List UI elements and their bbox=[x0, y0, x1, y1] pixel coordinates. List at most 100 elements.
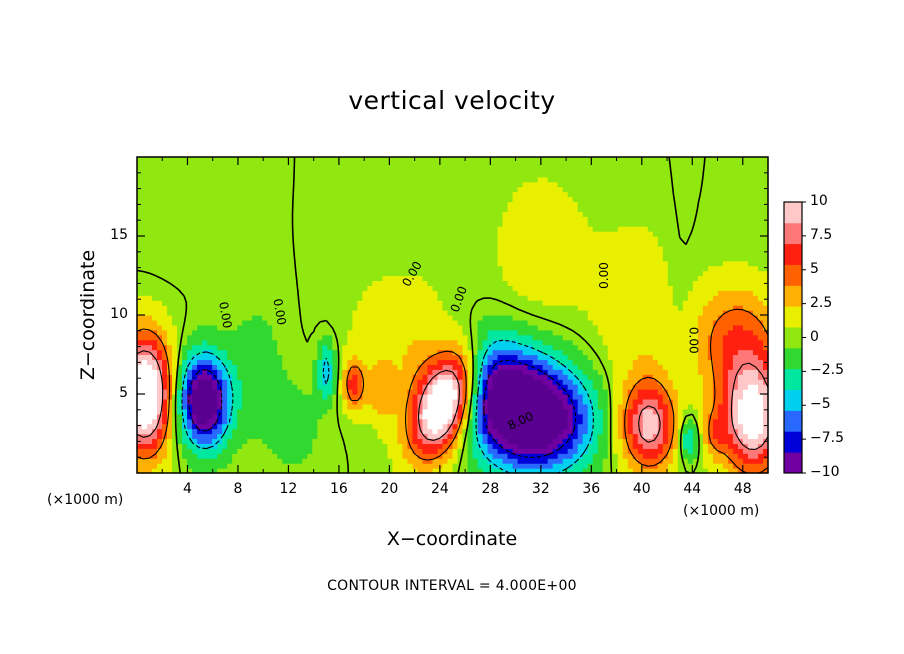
heatmap-cell bbox=[337, 176, 343, 183]
heatmap-cell bbox=[412, 191, 419, 198]
heatmap-cell bbox=[382, 428, 388, 435]
heatmap-cell bbox=[362, 275, 368, 282]
heatmap-cell bbox=[227, 384, 233, 390]
heatmap-cell bbox=[302, 191, 308, 198]
heatmap-cell bbox=[492, 389, 499, 395]
heatmap-cell bbox=[322, 250, 328, 257]
heatmap-cell bbox=[367, 265, 373, 272]
heatmap-cell bbox=[137, 389, 143, 395]
heatmap-cell bbox=[192, 423, 198, 430]
heatmap-cell bbox=[202, 255, 208, 262]
heatmap-cell bbox=[192, 468, 198, 474]
heatmap-cell bbox=[282, 448, 288, 454]
heatmap-cell bbox=[137, 408, 143, 415]
heatmap-cell bbox=[422, 226, 429, 232]
heatmap-cell bbox=[397, 231, 404, 237]
heatmap-cell bbox=[412, 280, 419, 286]
heatmap-cell bbox=[307, 315, 313, 321]
heatmap-cell bbox=[197, 171, 203, 178]
heatmap-cell bbox=[512, 329, 519, 336]
heatmap-cell bbox=[437, 240, 444, 247]
heatmap-cell bbox=[422, 423, 429, 430]
heatmap-cell bbox=[472, 369, 479, 375]
heatmap-cell bbox=[367, 186, 373, 193]
heatmap-cell bbox=[247, 305, 253, 311]
heatmap-cell bbox=[237, 236, 243, 242]
heatmap-cell bbox=[197, 438, 203, 444]
heatmap-cell bbox=[327, 196, 333, 203]
heatmap-cell bbox=[397, 315, 404, 321]
heatmap-cell bbox=[282, 438, 288, 444]
heatmap-cell bbox=[522, 270, 529, 277]
heatmap-cell bbox=[517, 324, 524, 331]
heatmap-cell bbox=[347, 245, 353, 252]
heatmap-cell bbox=[142, 285, 148, 291]
heatmap-cell bbox=[327, 418, 333, 425]
heatmap-cell bbox=[442, 260, 449, 267]
heatmap-cell bbox=[167, 290, 173, 296]
heatmap-cell bbox=[442, 468, 449, 474]
heatmap-cell bbox=[267, 339, 273, 346]
heatmap-cell bbox=[477, 369, 484, 375]
heatmap-cell bbox=[192, 319, 198, 326]
heatmap-cell bbox=[202, 329, 208, 336]
heatmap-cell bbox=[412, 161, 419, 168]
heatmap-cell bbox=[492, 394, 499, 400]
heatmap-cell bbox=[272, 186, 278, 193]
heatmap-cell bbox=[452, 315, 459, 321]
heatmap-cell bbox=[432, 305, 439, 311]
heatmap-cell bbox=[397, 398, 404, 405]
heatmap-cell bbox=[322, 398, 328, 405]
heatmap-cell bbox=[167, 423, 173, 430]
heatmap-cell bbox=[247, 270, 253, 277]
heatmap-cell bbox=[202, 201, 208, 207]
heatmap-cell bbox=[487, 423, 494, 430]
heatmap-cell bbox=[257, 418, 263, 425]
heatmap-cell bbox=[497, 300, 504, 306]
heatmap-cell bbox=[192, 443, 198, 449]
heatmap-cell bbox=[477, 339, 484, 346]
heatmap-cell bbox=[212, 310, 218, 316]
heatmap-cell bbox=[357, 389, 363, 395]
heatmap-cell bbox=[362, 379, 368, 385]
heatmap-cell bbox=[202, 181, 208, 188]
heatmap-cell bbox=[412, 305, 419, 311]
heatmap-cell bbox=[437, 374, 444, 380]
heatmap-cell bbox=[507, 231, 514, 237]
heatmap-cell bbox=[477, 240, 484, 247]
heatmap-cell bbox=[342, 364, 348, 370]
heatmap-cell bbox=[282, 231, 288, 237]
heatmap-cell bbox=[377, 394, 383, 400]
heatmap-cell bbox=[277, 280, 283, 286]
heatmap-cell bbox=[197, 201, 203, 207]
heatmap-cell bbox=[137, 245, 143, 252]
heatmap-cell bbox=[407, 201, 414, 207]
heatmap-cell bbox=[422, 403, 429, 410]
heatmap-cell bbox=[492, 463, 499, 469]
heatmap-cell bbox=[417, 379, 424, 385]
heatmap-cell bbox=[267, 324, 273, 331]
heatmap-cell bbox=[212, 443, 218, 449]
heatmap-cell bbox=[357, 369, 363, 375]
heatmap-cell bbox=[372, 216, 378, 222]
heatmap-cell bbox=[457, 280, 464, 286]
heatmap-cell bbox=[327, 458, 333, 464]
heatmap-cell bbox=[177, 157, 183, 163]
heatmap-cell bbox=[182, 240, 188, 247]
heatmap-cell bbox=[517, 250, 524, 257]
heatmap-cell bbox=[297, 250, 303, 257]
heatmap-cell bbox=[232, 389, 238, 395]
heatmap-cell bbox=[142, 265, 148, 272]
heatmap-cell bbox=[392, 196, 399, 203]
heatmap-cell bbox=[172, 319, 178, 326]
heatmap-cell bbox=[377, 221, 383, 227]
heatmap-cell bbox=[432, 295, 439, 301]
heatmap-cell bbox=[487, 344, 494, 351]
heatmap-cell bbox=[232, 300, 238, 306]
heatmap-cell bbox=[372, 181, 378, 188]
heatmap-cell bbox=[192, 245, 198, 252]
heatmap-cell bbox=[492, 226, 499, 232]
heatmap-cell bbox=[367, 236, 373, 242]
heatmap-cell bbox=[232, 176, 238, 183]
heatmap-cell bbox=[442, 280, 449, 286]
